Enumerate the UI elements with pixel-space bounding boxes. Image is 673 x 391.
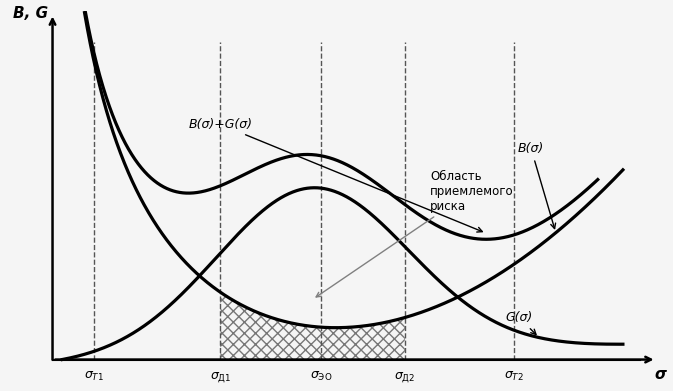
Text: $\sigma_{\rm Д2}$: $\sigma_{\rm Д2}$: [394, 370, 415, 384]
Text: $\sigma_{\rm Д1}$: $\sigma_{\rm Д1}$: [209, 370, 231, 384]
Text: $\sigma_{T2}$: $\sigma_{T2}$: [504, 370, 524, 384]
Text: B(σ)+G(σ): B(σ)+G(σ): [188, 118, 483, 232]
Text: $\sigma_{T1}$: $\sigma_{T1}$: [85, 370, 104, 384]
Text: σ: σ: [655, 367, 666, 382]
Text: B(σ): B(σ): [518, 142, 556, 229]
Text: Область
приемлемого
риска: Область приемлемого риска: [316, 170, 513, 297]
Text: $\sigma_{\rm ЭО}$: $\sigma_{\rm ЭО}$: [310, 370, 332, 384]
Text: B, G: B, G: [13, 6, 48, 21]
Text: G(σ): G(σ): [505, 311, 536, 335]
